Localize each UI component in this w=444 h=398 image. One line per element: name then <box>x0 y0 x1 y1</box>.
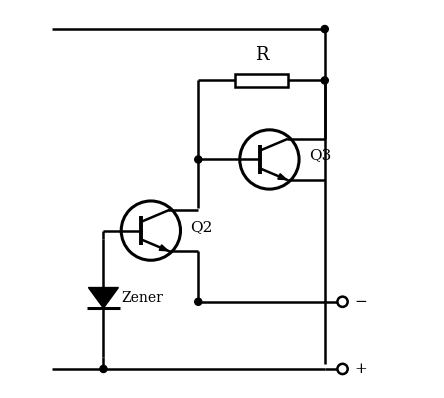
Text: Q3: Q3 <box>309 148 331 162</box>
Circle shape <box>100 365 107 373</box>
Circle shape <box>321 77 328 84</box>
Text: R: R <box>255 46 268 64</box>
Circle shape <box>195 298 202 305</box>
Circle shape <box>321 25 328 33</box>
Polygon shape <box>278 174 287 179</box>
Polygon shape <box>159 245 168 251</box>
Circle shape <box>195 156 202 163</box>
Polygon shape <box>88 287 103 308</box>
Text: −: − <box>354 295 367 309</box>
Text: +: + <box>354 362 367 376</box>
Text: Zener: Zener <box>121 291 163 305</box>
Polygon shape <box>103 287 119 308</box>
Text: Q2: Q2 <box>190 220 213 234</box>
FancyBboxPatch shape <box>235 74 288 87</box>
